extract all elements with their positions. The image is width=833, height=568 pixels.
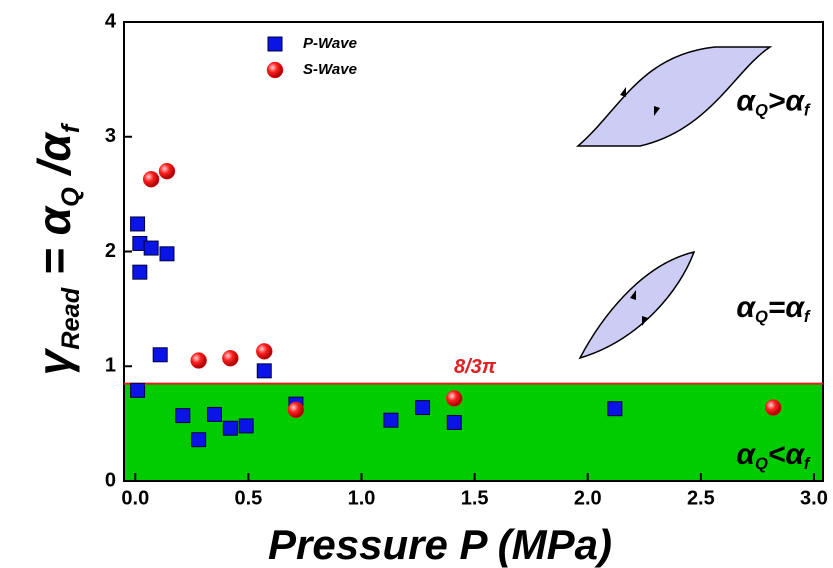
text-part: α [736, 84, 756, 117]
point [191, 432, 207, 448]
subscript: Q [755, 308, 768, 326]
x-axis-label: Pressure P (MPa) [268, 521, 612, 568]
y-tick-label: 1 [105, 355, 116, 377]
subscript: f [56, 122, 84, 133]
point [158, 162, 176, 180]
text-part: >α [768, 84, 806, 117]
point [175, 408, 191, 424]
point [256, 363, 272, 379]
y-tick-label: 2 [105, 240, 116, 262]
point [446, 390, 463, 407]
loop-diagram [575, 46, 773, 360]
text-part: α [736, 438, 756, 471]
x-tick-label: 1.5 [461, 487, 489, 509]
y-tick-label: 3 [105, 125, 116, 147]
point [383, 412, 399, 428]
point [266, 61, 284, 79]
text-part: γ [28, 347, 80, 375]
point [130, 382, 146, 398]
point [238, 418, 254, 434]
legend-label: S-Wave [303, 61, 357, 78]
subscript: Read [56, 287, 84, 349]
point [143, 240, 159, 256]
x-tick-label: 2.5 [687, 487, 715, 509]
x-tick-label: 1.0 [348, 487, 376, 509]
text-part: /α [28, 131, 80, 188]
y-axis-label: γRead = αQ /αf [28, 122, 84, 375]
point [287, 401, 305, 419]
point [152, 347, 168, 363]
subscript: f [804, 455, 811, 473]
annotation: αQ<αf [736, 438, 811, 473]
point [190, 352, 207, 369]
subscript: Q [56, 187, 84, 207]
legend-label: P-Wave [303, 35, 357, 52]
point [446, 414, 462, 430]
point [764, 399, 782, 416]
text-part: =α [768, 291, 806, 324]
subscript: f [804, 308, 811, 326]
point [256, 343, 273, 360]
threshold-label: 8/3π [454, 356, 497, 378]
x-tick-label: 0.5 [235, 487, 263, 509]
point [415, 400, 431, 416]
y-tick-label: 4 [105, 10, 117, 32]
subscript: Q [755, 102, 768, 120]
point [142, 170, 160, 188]
point [206, 406, 222, 422]
point [267, 36, 283, 52]
annotation: αQ>αf [736, 84, 811, 119]
point [130, 216, 146, 232]
subscript: Q [755, 455, 768, 473]
point [132, 264, 148, 280]
y-tick-label: 0 [105, 469, 116, 491]
annotation: αQ=αf [736, 291, 811, 326]
x-tick-label: 0.0 [121, 487, 149, 509]
x-tick-label: 2.0 [574, 487, 602, 509]
point [222, 420, 238, 436]
text-part: <α [768, 438, 806, 471]
text-part: = α [28, 204, 80, 287]
subscript: f [804, 102, 811, 120]
point [607, 401, 623, 417]
point [159, 246, 175, 262]
text-part: α [736, 291, 756, 324]
point [222, 349, 239, 367]
x-tick-label: 3.0 [800, 487, 828, 509]
